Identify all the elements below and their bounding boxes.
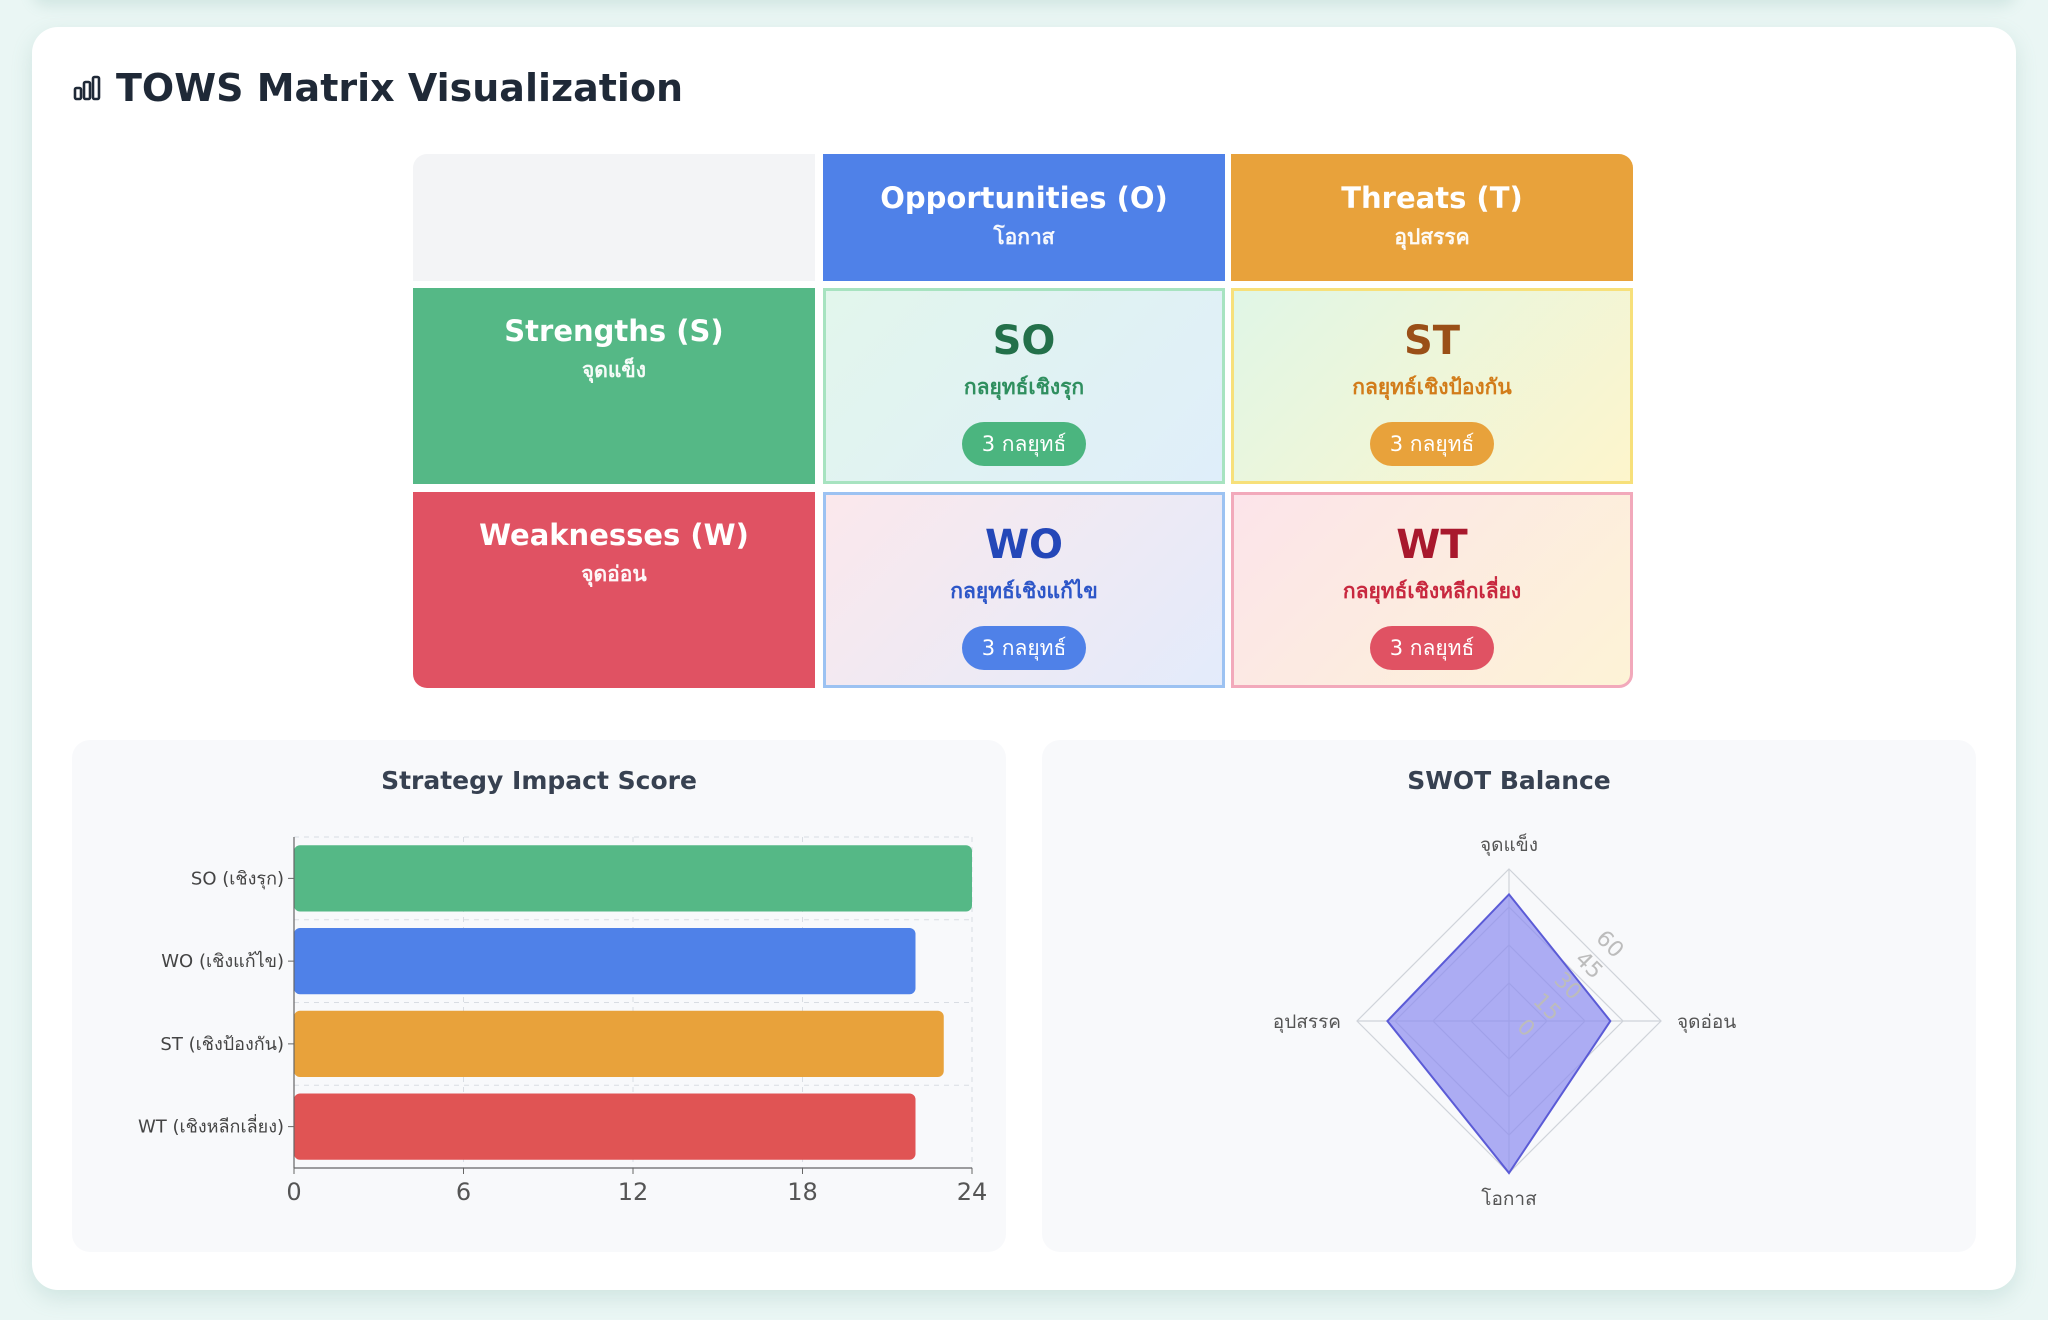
bar-1 [294,928,916,995]
section-header: TOWS Matrix Visualization [72,58,683,118]
radar-axis-label: โอกาส [1481,1187,1537,1210]
impact-chart-panel: Strategy Impact Score 0 6 12 18 24 SO (เชิงรุ… [72,740,1006,1252]
so-code: SO [992,318,1056,364]
quadrant-wo[interactable]: WO กลยุทธ์เชิงแก้ไข 3 กลยุทธ์ [823,492,1225,688]
wt-code: WT [1396,522,1468,568]
st-code: ST [1403,318,1461,364]
x-tick-label: 0 [286,1178,301,1206]
radar-series [1386,892,1612,1175]
threats-sub: อุปสรรค [1394,225,1470,249]
st-name: กลยุทธ์เชิงป้องกัน [1352,375,1512,399]
row-weaknesses: Weaknesses (W) จุดอ่อน [413,492,815,688]
wo-count-badge: 3 กลยุทธ์ [961,626,1087,670]
weaknesses-sub: จุดอ่อน [581,562,647,586]
y-tick-label: ST (เชิงป้องกัน) [160,1034,284,1055]
x-tick-label: 6 [456,1178,471,1206]
bar-0 [294,845,972,912]
swot-balance-title: SWOT Balance [1407,766,1611,795]
wo-code: WO [984,522,1064,568]
weaknesses-label: Weaknesses (W) [479,518,749,552]
page-title: TOWS Matrix Visualization [116,66,684,110]
strengths-label: Strengths (S) [504,314,724,348]
matrix-corner [413,154,815,281]
quadrant-st[interactable]: ST กลยุทธ์เชิงป้องกัน 3 กลยุทธ์ [1231,288,1633,484]
bar-chart-icon [73,75,101,101]
radar-axis-label: อุปสรรค [1273,1011,1341,1034]
y-tick-label: WT (เชิงหลีกเลี่ยง) [138,1114,284,1138]
strengths-sub: จุดแข็ง [581,358,647,382]
y-tick-label: SO (เชิงรุก) [191,868,284,889]
wt-count-badge: 3 กลยุทธ์ [1369,626,1495,670]
radar-axis-label: จุดแข็ง [1480,832,1538,857]
row-strengths: Strengths (S) จุดแข็ง [413,288,815,484]
quadrant-so[interactable]: SO กลยุทธ์เชิงรุก 3 กลยุทธ์ [823,288,1225,484]
st-count-badge: 3 กลยุทธ์ [1369,422,1495,466]
tows-matrix: Opportunities (O) โอกาส Threats (T) อุปส… [413,154,1634,688]
threats-label: Threats (T) [1341,181,1523,215]
opportunities-sub: โอกาส [993,225,1055,249]
so-name: กลยุทธ์เชิงรุก [963,375,1085,399]
x-tick-label: 12 [618,1178,649,1206]
bar-2 [294,1010,944,1077]
wt-name: กลยุทธ์เชิงหลีกเลี่ยง [1342,579,1522,603]
radar-axis-label: จุดอ่อน [1677,1011,1736,1034]
wo-name: กลยุทธ์เชิงแก้ไข [950,579,1098,603]
swot-balance-panel: SWOT Balance 0 15 30 45 60 จุดแข็ง จุดอ่อน โอกา… [1042,740,1976,1252]
impact-bar-chart: 0 6 12 18 24 SO (เชิงรุก) WO (เชิงแก้ไข) ST (เช… [138,836,988,1206]
impact-chart-title: Strategy Impact Score [381,766,697,795]
x-tick-label: 18 [787,1178,818,1206]
so-count-badge: 3 กลยุทธ์ [961,422,1087,466]
bar-3 [294,1093,916,1160]
header-threats: Threats (T) อุปสรรค [1231,154,1633,281]
x-tick-label: 24 [957,1178,988,1206]
header-opportunities: Opportunities (O) โอกาส [823,154,1225,281]
y-tick-label: WO (เชิงแก้ไข) [161,950,284,972]
opportunities-label: Opportunities (O) [880,181,1168,215]
quadrant-wt[interactable]: WT กลยุทธ์เชิงหลีกเลี่ยง 3 กลยุทธ์ [1231,492,1633,688]
